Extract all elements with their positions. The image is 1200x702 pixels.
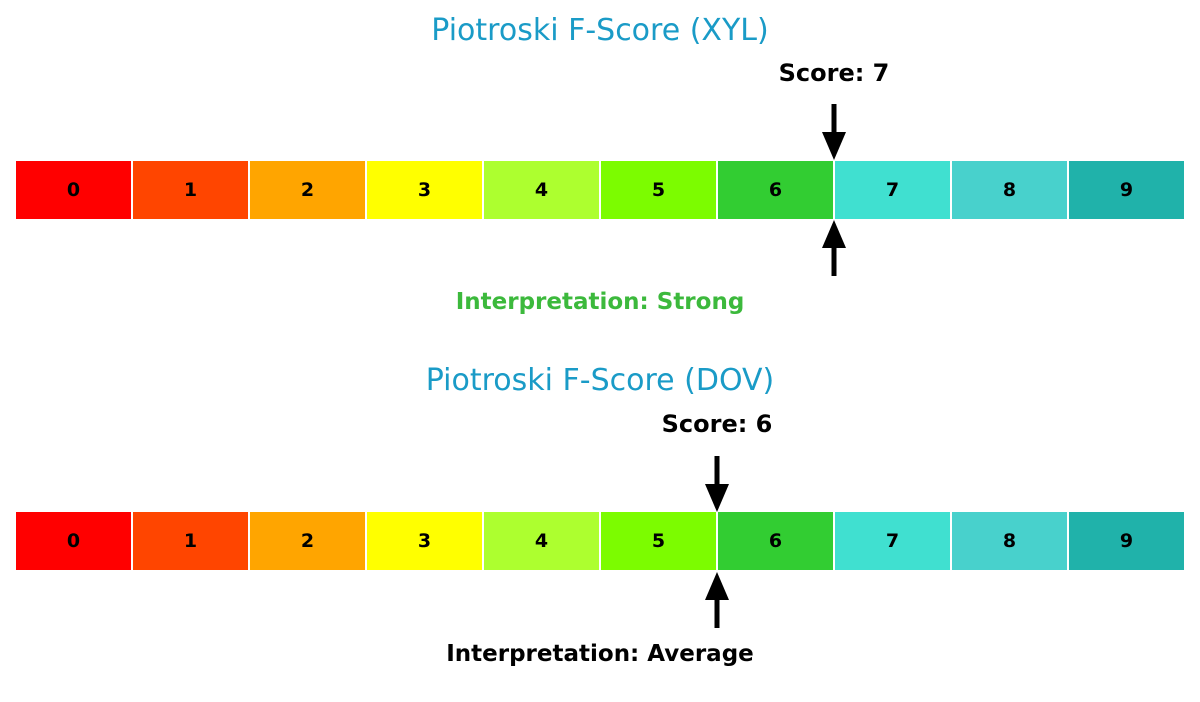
segment-2: 2 [250,161,367,219]
arrow-down-icon [705,456,729,512]
segment-7: 7 [835,512,952,570]
segment-8: 8 [952,512,1069,570]
segment-2: 2 [250,512,367,570]
segment-5: 5 [601,512,718,570]
segment-6: 6 [718,512,835,570]
segment-1: 1 [133,512,250,570]
segment-4: 4 [484,512,601,570]
arrow-up-icon [705,572,729,628]
interpretation-dov: Interpretation: Average [446,641,754,667]
score-label-xyl: Score: 7 [778,59,890,87]
score-label-dov: Score: 6 [661,410,773,438]
interpretation-xyl: Interpretation: Strong [455,289,745,315]
segment-3: 3 [367,512,484,570]
segment-8: 8 [952,161,1069,219]
segment-6: 6 [718,161,835,219]
score-bar-dov: 0 1 2 3 4 5 6 7 8 9 [16,512,1184,570]
segment-0: 0 [16,512,133,570]
chart-title-dov: Piotroski F-Score (DOV) [425,363,775,398]
arrow-down-icon [822,104,846,160]
segment-4: 4 [484,161,601,219]
segment-1: 1 [133,161,250,219]
arrow-up-icon [822,220,846,276]
segment-5: 5 [601,161,718,219]
segment-3: 3 [367,161,484,219]
chart-title-xyl: Piotroski F-Score (XYL) [431,13,769,48]
segment-7: 7 [835,161,952,219]
segment-9: 9 [1069,512,1184,570]
segment-9: 9 [1069,161,1184,219]
score-bar-xyl: 0 1 2 3 4 5 6 7 8 9 [16,161,1184,219]
segment-0: 0 [16,161,133,219]
